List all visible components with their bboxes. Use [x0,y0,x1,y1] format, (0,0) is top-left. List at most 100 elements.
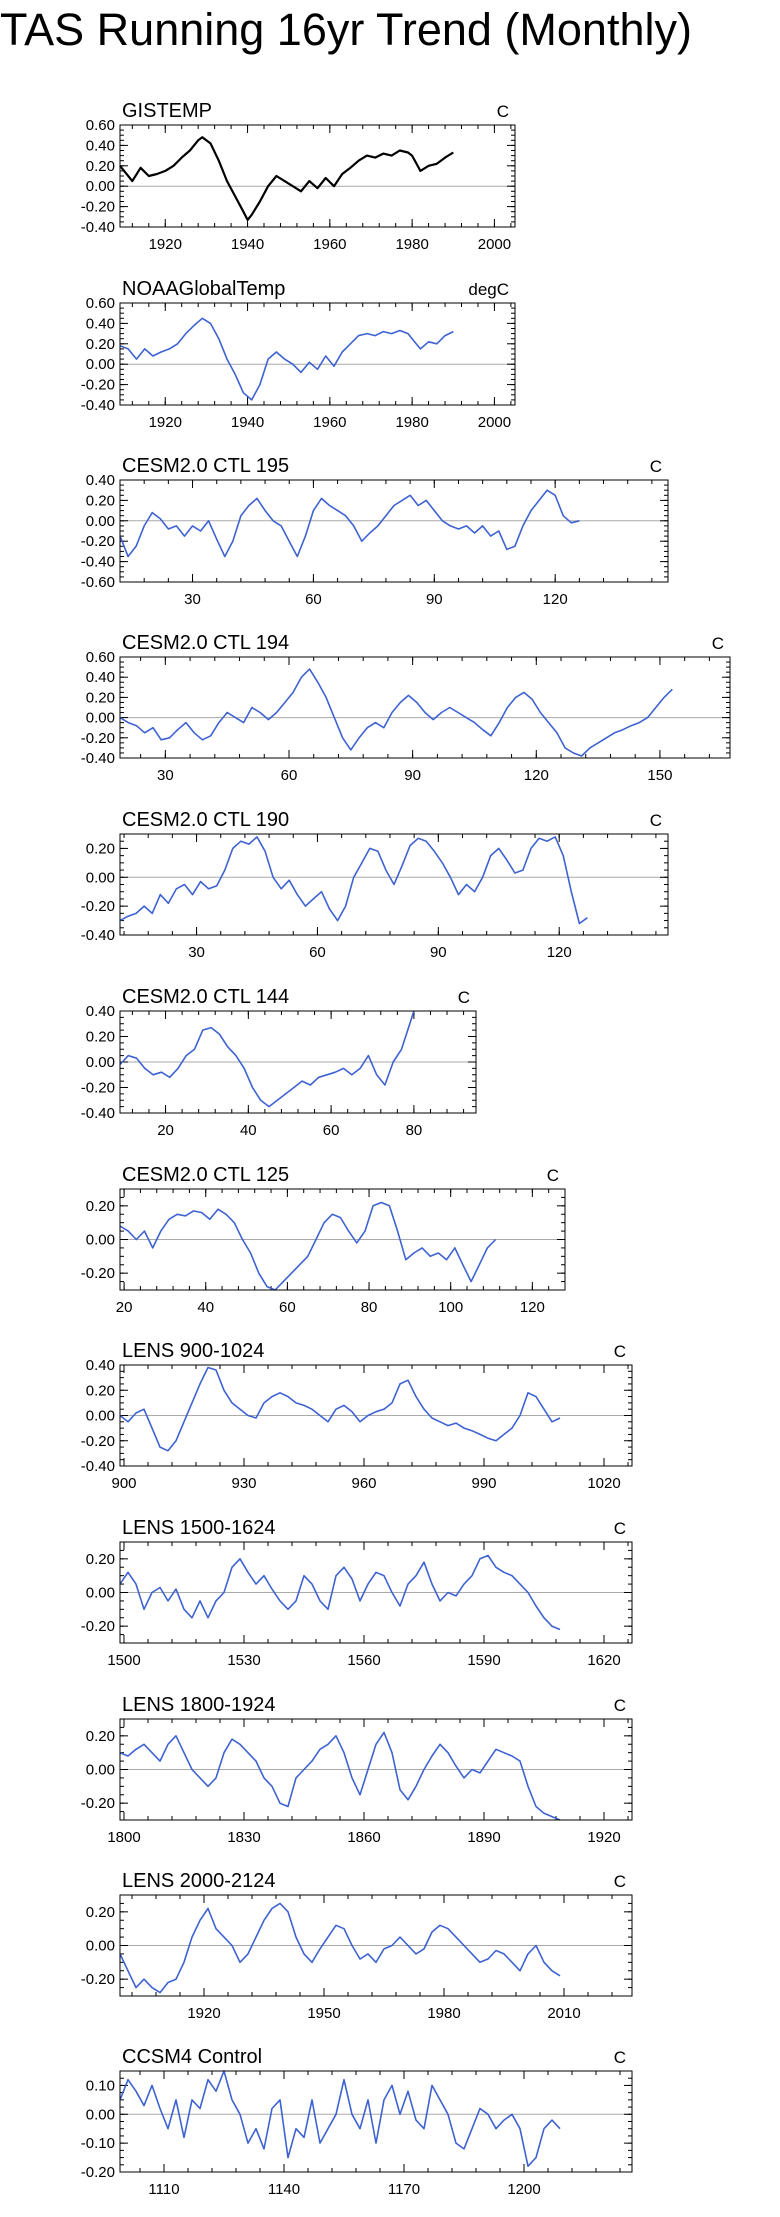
y-tick-label: -0.20 [81,1265,115,1282]
panel-units: C [497,102,509,121]
y-tick-label: 0.40 [86,137,115,154]
x-tick-label: 2000 [478,414,511,431]
x-tick-label: 1980 [427,2005,460,2022]
series-line [119,836,588,925]
panel-units: C [650,457,662,476]
x-tick-label: 100 [438,1299,463,1316]
panel-title: LENS 900-1024 [122,1340,264,1362]
plot-frame [119,479,669,583]
chart-panel: LENS 1800-1924 C 1800 1830 1860 1890 1920 -0.20… [81,1694,633,1846]
y-tick-label: -0.40 [81,554,115,571]
panel-title: CESM2.0 CTL 195 [122,455,289,477]
panel-units: C [547,1166,559,1185]
series-line [119,668,673,757]
x-tick-label: 1140 [268,2181,300,2198]
y-tick-label: 0.40 [86,1003,115,1020]
panel-title: CESM2.0 CTL 194 [122,632,289,654]
plot-frame [119,656,731,759]
x-tick-label: 40 [240,1122,257,1139]
plot-frame [119,302,516,406]
x-tick-label: 60 [281,767,298,784]
x-tick-label: 1920 [187,2005,220,2022]
x-tick-label: 1170 [388,2181,420,2198]
figure-title: TAS Running 16yr Trend (Monthly) [0,4,692,55]
plot-frame [119,2070,633,2173]
y-tick-label: 0.00 [86,356,115,373]
x-tick-label: 1940 [231,414,264,431]
y-tick-label: 0.10 [86,2077,115,2094]
y-tick-label: -0.40 [81,927,115,944]
y-tick-label: 0.60 [86,117,115,134]
x-tick-label: 80 [406,1122,423,1139]
x-tick-label: 1940 [231,236,264,253]
series-line [119,317,454,401]
plot-frame [119,833,669,936]
x-tick-label: 30 [157,767,174,784]
y-tick-label: -0.40 [81,1105,115,1122]
y-tick-label: 0.00 [86,1232,115,1249]
x-tick-label: 120 [547,944,572,961]
y-tick-label: -0.20 [81,533,115,550]
y-tick-label: 0.40 [86,669,115,686]
x-tick-label: 1980 [395,414,428,431]
x-tick-label: 40 [197,1299,214,1316]
x-tick-label: 1110 [148,2181,179,2198]
y-tick-label: -0.40 [81,750,115,767]
plot-frame [119,1718,633,1821]
x-tick-label: 1980 [395,236,428,253]
x-tick-label: 20 [116,1299,133,1316]
x-tick-label: 30 [188,944,205,961]
plot-frame [119,124,516,228]
y-tick-label: -0.20 [81,2164,115,2181]
y-tick-label: -0.60 [81,574,115,591]
x-tick-label: 1800 [107,1829,140,1846]
y-tick-label: 0.60 [86,295,115,312]
x-tick-label: 1920 [587,1829,620,1846]
x-tick-label: 60 [309,944,326,961]
x-tick-label: 150 [647,767,672,784]
x-tick-label: 120 [543,591,568,608]
y-tick-label: -0.40 [81,397,115,414]
x-tick-label: 1860 [347,1829,380,1846]
panel-title: CCSM4 Control [122,2046,262,2068]
y-tick-label: 0.20 [86,336,115,353]
y-tick-label: -0.40 [81,1458,115,1475]
chart-panel: CESM2.0 CTL 195 C 30 60 90 120 -0.60 -0.40 -0.20… [81,455,669,608]
plot-frame [119,1894,633,1997]
x-tick-label: 960 [351,1475,376,1492]
y-tick-label: 0.20 [86,1728,115,1745]
x-tick-label: 20 [157,1122,174,1139]
series-line [119,136,454,221]
series-line [119,1010,415,1108]
y-tick-label: -0.20 [81,199,115,216]
x-tick-label: 120 [524,767,549,784]
y-tick-label: 0.20 [86,840,115,857]
chart-panel: GISTEMP C 1920 1940 1960 1980 2000 -0.40 -0.20 0.… [81,100,516,253]
panel-units: C [650,811,662,830]
y-tick-label: 0.20 [86,1198,115,1215]
chart-panel: LENS 1500-1624 C 1500 1530 1560 1590 1620 -0.20… [81,1517,633,1669]
y-tick-label: -0.20 [81,1795,115,1812]
x-tick-label: 2010 [547,2005,580,2022]
x-tick-label: 1200 [507,2181,540,2198]
x-tick-label: 90 [426,591,443,608]
y-tick-label: 0.00 [86,869,115,886]
chart-panel: LENS 2000-2124 C 1920 1950 1980 2010 -0.20 0.00… [81,1870,633,2022]
y-tick-label: 0.20 [86,492,115,509]
y-tick-label: -0.20 [81,898,115,915]
x-tick-label: 1920 [149,414,182,431]
x-tick-label: 900 [111,1475,136,1492]
x-tick-label: 90 [430,944,447,961]
series-line [119,1902,561,1994]
x-tick-label: 1620 [587,1652,620,1669]
series-line [119,1366,561,1452]
panel-units: C [614,1342,626,1361]
series-line [119,1731,561,1821]
x-tick-label: 1830 [227,1829,260,1846]
plot-frame [119,1188,566,1291]
panel-units: C [614,1519,626,1538]
chart-panel: CESM2.0 CTL 125 C 20 40 60 80 100 120 -0.20 0.00 0… [81,1164,566,1316]
y-tick-label: 0.20 [86,158,115,175]
panel-units: C [614,1696,626,1715]
